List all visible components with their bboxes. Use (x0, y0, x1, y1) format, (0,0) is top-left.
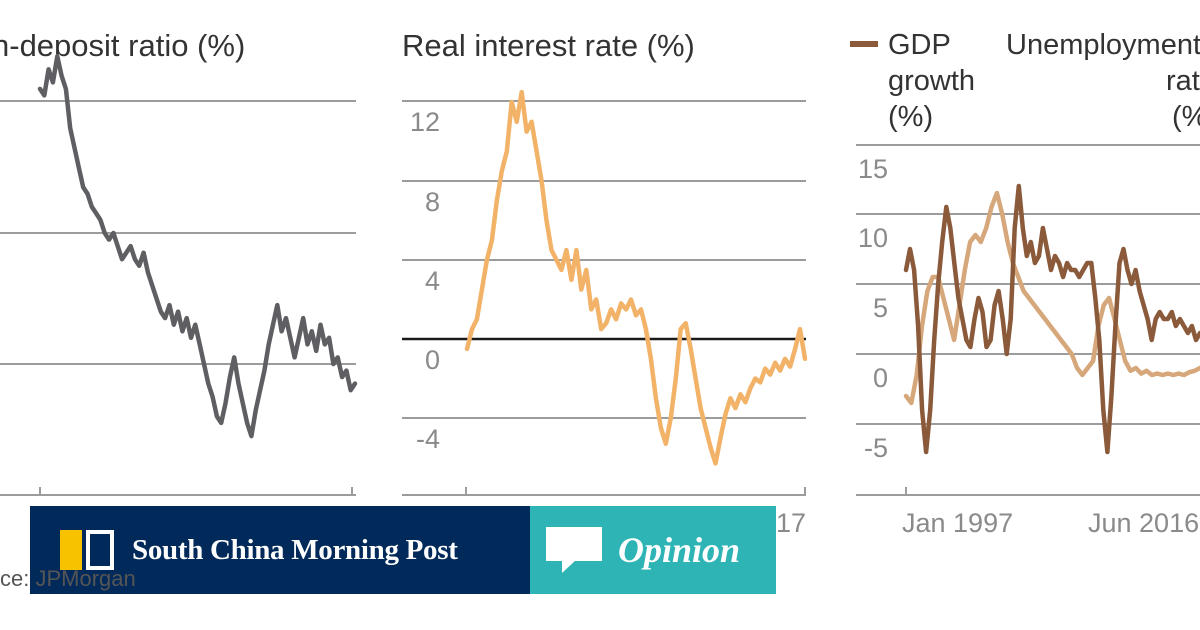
y-tick-label: 4 (425, 266, 440, 296)
chart-panel-loan-deposit: n-deposit ratio (%) Jan 1997Apr 2017 (0, 28, 358, 538)
y-tick-label: 5 (873, 293, 888, 323)
chart-title: Real interest rate (%) (402, 28, 695, 63)
source-note: ce: JPMorgan (0, 566, 136, 591)
y-tick-label: -4 (416, 424, 440, 454)
brand-block: South China Morning Post (30, 506, 530, 594)
x-tick-label: Jan 1997 (902, 508, 1013, 538)
series-line-unemployment (903, 190, 1200, 406)
opinion-block: Opinion (530, 506, 776, 594)
series-line (464, 89, 808, 466)
chart-title: n-deposit ratio (%) (0, 28, 245, 63)
y-tick-label: 0 (873, 363, 888, 393)
brand-name: South China Morning Post (132, 533, 458, 566)
opinion-label: Opinion (618, 530, 741, 570)
brand-banner: South China Morning Post Opinion (30, 506, 776, 594)
y-tick-label: 0 (425, 345, 440, 375)
y-tick-label: 12 (410, 107, 440, 137)
y-tick-label: 8 (425, 187, 440, 217)
y-tick-label: -5 (864, 433, 888, 463)
scmp-logo-icon (60, 530, 114, 570)
speech-bubble-icon (546, 527, 602, 573)
y-tick-label: 15 (858, 154, 888, 184)
series-line (37, 53, 358, 439)
y-tick-label: 10 (858, 223, 888, 253)
series-line-gdp (903, 183, 1200, 455)
x-tick-label: Jun 2016 (1088, 508, 1199, 538)
legend-label-unemployment: Unemploymentrate(%) (1006, 29, 1200, 133)
legend-label-gdp: GDP growth (%) (888, 29, 975, 133)
